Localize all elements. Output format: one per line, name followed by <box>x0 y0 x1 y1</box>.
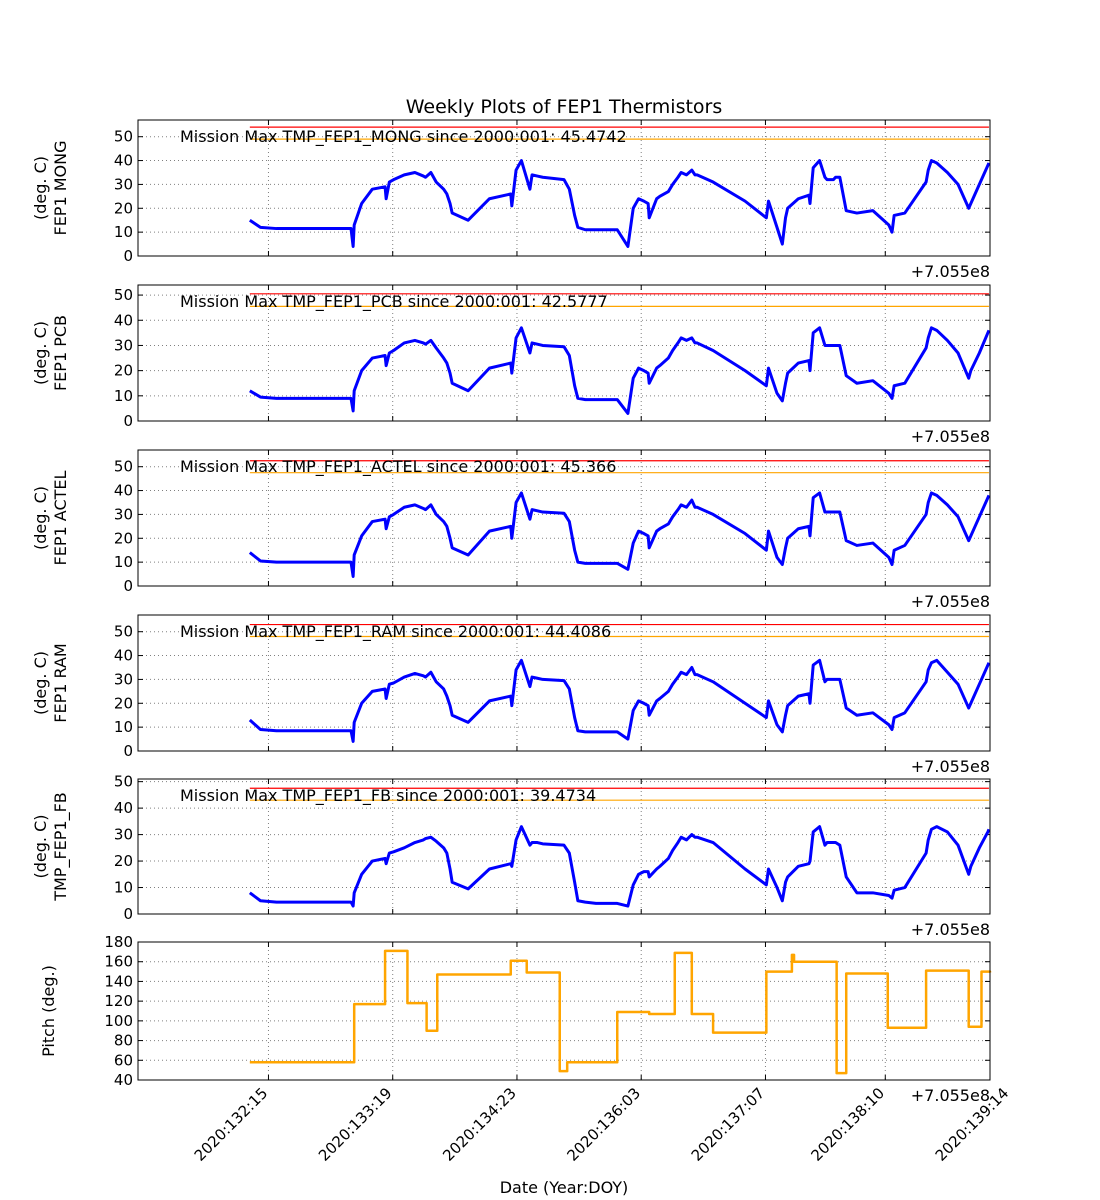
plot-frame <box>137 778 991 915</box>
y-tick-label: 10 <box>114 387 133 405</box>
y-axis-label: FEP1 PCB <box>51 315 70 391</box>
y-axis-label: FEP1 ACTEL <box>51 470 70 565</box>
temperature-series-line <box>248 491 991 578</box>
y-axis-label: Pitch (deg.) <box>39 965 58 1057</box>
y-axis-label: (deg. C) <box>31 651 50 715</box>
y-tick-label: 40 <box>114 647 133 665</box>
x-tick-label: 2020:137:07 <box>688 1084 769 1165</box>
y-tick-label: 40 <box>114 311 133 329</box>
y-tick-label: 10 <box>114 879 133 897</box>
y-tick-label: 30 <box>114 826 133 844</box>
x-tick-label: 2020:138:10 <box>807 1084 888 1165</box>
y-tick-label: 30 <box>114 175 133 193</box>
mission-max-annotation: Mission Max TMP_FEP1_MONG since 2000:001… <box>180 127 627 147</box>
y-tick-label: 30 <box>114 505 133 523</box>
axis-offset-label: +7.055e8 <box>911 262 990 281</box>
y-axis-label: (deg. C) <box>31 815 50 879</box>
y-tick-label: 10 <box>114 553 133 571</box>
x-tick-label: 2020:132:15 <box>191 1084 272 1165</box>
y-tick-label: 30 <box>114 336 133 354</box>
y-tick-label: 20 <box>114 694 133 712</box>
plot-area <box>138 942 990 1080</box>
axis-offset-label: +7.055e8 <box>911 427 990 446</box>
temperature-series-line <box>248 159 991 248</box>
y-tick-label: 50 <box>114 128 133 146</box>
temperature-series-line <box>249 326 991 415</box>
y-tick-label: 80 <box>114 1032 133 1050</box>
axis-offset-label: +7.055e8 <box>911 757 990 776</box>
y-tick-label: 40 <box>114 482 133 500</box>
y-axis-label: FEP1 RAM <box>51 643 70 722</box>
y-tick-label: 120 <box>104 992 133 1010</box>
y-axis-label: (deg. C) <box>31 321 50 385</box>
y-axis-label: FEP1 MONG <box>51 141 70 236</box>
plot-frame <box>137 614 991 752</box>
axis-offset-label: +7.055e8 <box>911 920 990 939</box>
y-tick-label: 50 <box>114 773 133 791</box>
y-tick-label: 0 <box>123 247 133 265</box>
x-tick-label: 2020:133:19 <box>315 1084 396 1165</box>
panels: 0 10 20 30 40 50 Mission Max TMP_FEP1_MONG sin… <box>31 119 1012 1165</box>
y-tick-label: 20 <box>114 199 133 217</box>
y-axis-label: TMP_FEP1_FB <box>51 792 71 902</box>
y-tick-label: 20 <box>114 852 133 870</box>
y-tick-label: 50 <box>114 286 133 304</box>
y-tick-label: 50 <box>114 623 133 641</box>
plot-frame <box>137 941 991 1081</box>
y-tick-label: 180 <box>104 933 133 951</box>
plot-frame <box>137 284 991 422</box>
y-tick-label: 20 <box>114 529 133 547</box>
plot-frame <box>137 449 991 587</box>
y-tick-label: 10 <box>114 223 133 241</box>
y-tick-label: 140 <box>104 972 133 990</box>
x-tick-label: 2020:134:23 <box>439 1084 520 1165</box>
y-tick-label: 20 <box>114 362 133 380</box>
y-tick-label: 40 <box>114 799 133 817</box>
mission-max-annotation: Mission Max TMP_FEP1_PCB since 2000:001:… <box>180 292 608 312</box>
y-axis-label: (deg. C) <box>31 486 50 550</box>
y-tick-label: 40 <box>114 1071 133 1089</box>
y-tick-label: 60 <box>114 1051 133 1069</box>
y-tick-label: 160 <box>104 953 133 971</box>
pitch-series-line <box>249 949 992 1075</box>
y-tick-label: 0 <box>123 577 133 595</box>
chart-title: Weekly Plots of FEP1 Thermistors <box>406 96 723 118</box>
y-tick-label: 30 <box>114 670 133 688</box>
temperature-series-line <box>248 825 991 908</box>
y-tick-label: 10 <box>114 718 133 736</box>
y-tick-label: 50 <box>114 458 133 476</box>
y-tick-label: 0 <box>123 905 133 923</box>
y-tick-label: 0 <box>123 742 133 760</box>
panel-1: 0 10 20 30 40 50 Mission Max TMP_FEP1_MONG sin… <box>31 119 991 281</box>
temperature-series-line <box>248 658 991 743</box>
panel-5: 0 10 20 30 40 50 Mission Max TMP_FEP1_FB since… <box>31 773 991 939</box>
plot-area <box>138 120 990 256</box>
y-tick-label: 100 <box>104 1012 133 1030</box>
x-tick-label: 2020:136:03 <box>563 1084 644 1165</box>
mission-max-annotation: Mission Max TMP_FEP1_FB since 2000:001: … <box>180 786 596 806</box>
x-axis-label: Date (Year:DOY) <box>500 1178 629 1197</box>
mission-max-annotation: Mission Max TMP_FEP1_ACTEL since 2000:00… <box>180 457 616 477</box>
panel-4: 0 10 20 30 40 50 Mission Max TMP_FEP1_RAM sinc… <box>31 614 991 776</box>
panel-2: 0 10 20 30 40 50 Mission Max TMP_FEP1_PCB sinc… <box>31 284 991 446</box>
plot-frame <box>137 119 991 257</box>
axis-offset-label: +7.055e8 <box>911 1086 990 1105</box>
y-axis-label: (deg. C) <box>31 156 50 220</box>
y-tick-label: 40 <box>114 152 133 170</box>
axis-offset-label: +7.055e8 <box>911 592 990 611</box>
panel-3: 0 10 20 30 40 50 Mission Max TMP_FEP1_ACTEL si… <box>31 449 991 611</box>
y-tick-label: 0 <box>123 412 133 430</box>
mission-max-annotation: Mission Max TMP_FEP1_RAM since 2000:001:… <box>180 622 611 642</box>
